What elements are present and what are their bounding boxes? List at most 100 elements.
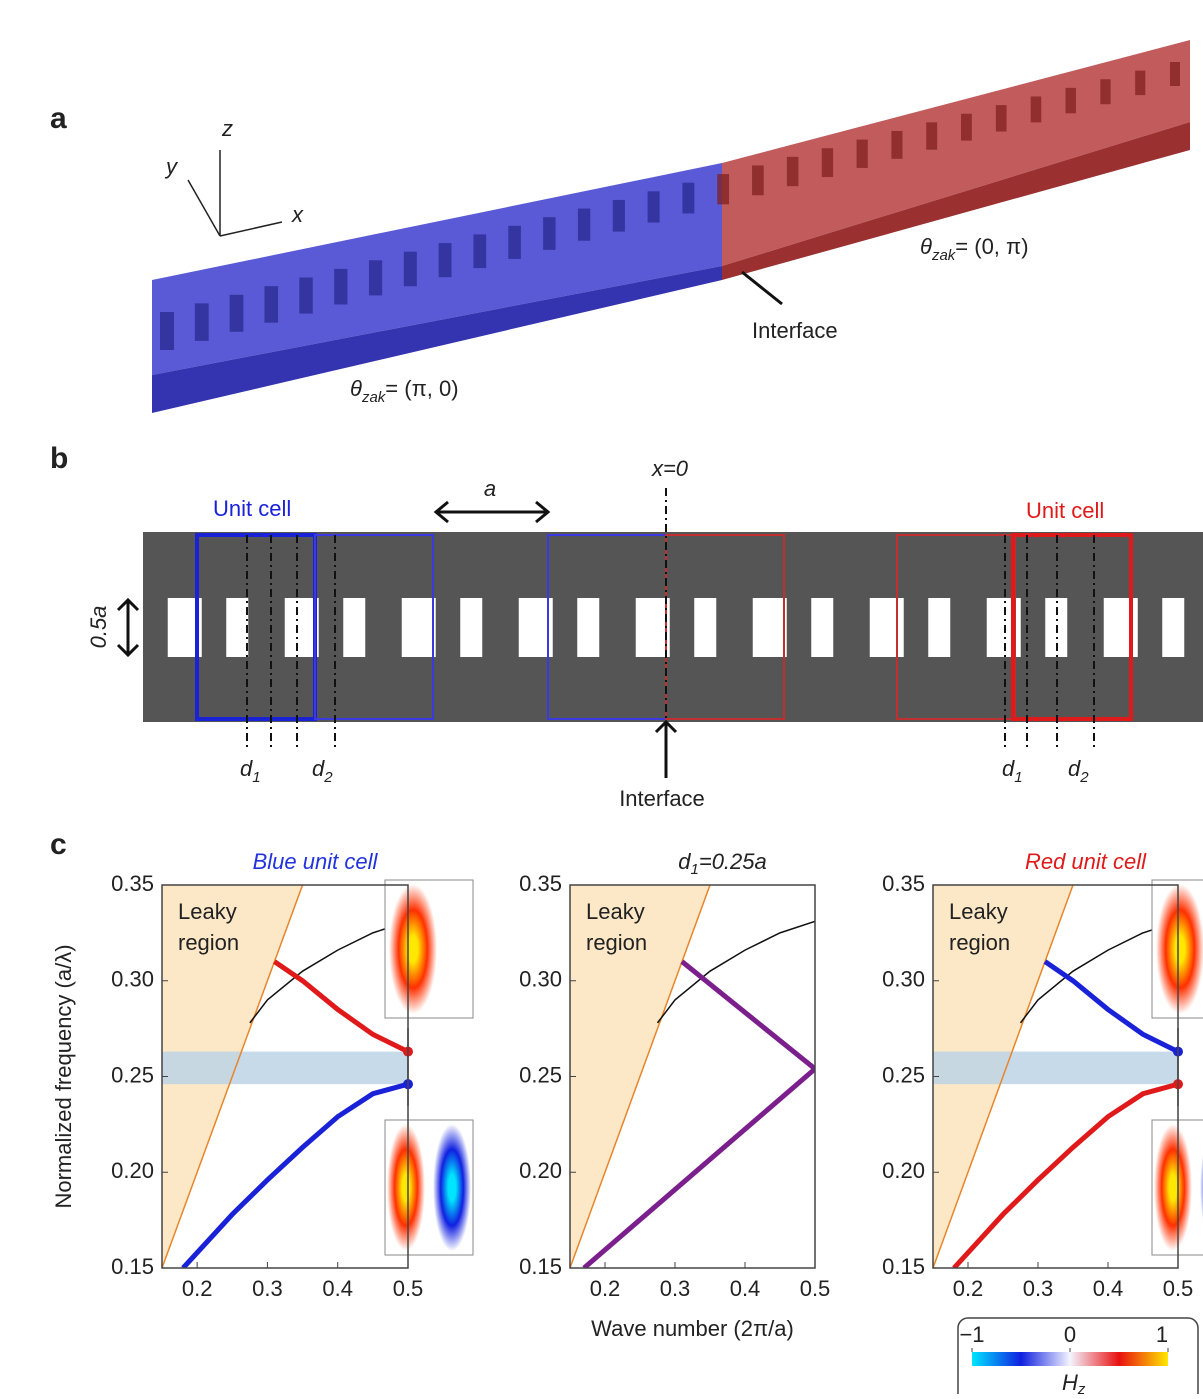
annotation: region: [586, 930, 647, 955]
interface-label: Interface: [752, 318, 838, 343]
axis-z: z: [221, 116, 233, 141]
y-tick-label: 0.20: [882, 1158, 925, 1183]
hole: [787, 157, 799, 186]
hole: [226, 598, 248, 657]
inset-field: [1154, 1124, 1192, 1251]
hole: [694, 598, 716, 657]
axes-icon: [188, 150, 282, 236]
hole: [508, 226, 521, 259]
x-tick-label: 0.5: [393, 1276, 424, 1301]
hole: [1100, 79, 1110, 104]
hole: [752, 165, 764, 195]
title-part: =0.25a: [699, 849, 767, 874]
title-part: 1: [691, 861, 699, 878]
hole: [195, 303, 209, 341]
arrow: [742, 272, 782, 304]
y-tick-label: 0.20: [519, 1158, 562, 1183]
hole: [1170, 62, 1180, 86]
x-tick-label: 0.2: [182, 1276, 213, 1301]
period-label: a: [484, 476, 496, 501]
hole: [543, 217, 555, 250]
x-tick-label: 0.3: [660, 1276, 691, 1301]
hole: [613, 200, 625, 232]
axis-x: x: [291, 202, 304, 227]
x-tick-label: 0.3: [1023, 1276, 1054, 1301]
hole: [822, 148, 833, 177]
hole: [264, 286, 278, 323]
x-axis-label: Wave number (2π/a): [591, 1316, 794, 1341]
panel-label: b: [50, 442, 68, 475]
hole: [402, 598, 436, 657]
colorbar-tick-label: −1: [959, 1322, 984, 1347]
width-label: 0.5a: [86, 606, 111, 649]
d-label: d2: [1068, 756, 1089, 786]
x-tick-label: 0.3: [252, 1276, 283, 1301]
colorbar-tick-label: 1: [1156, 1322, 1168, 1347]
x-tick-label: 0.2: [953, 1276, 984, 1301]
hole: [160, 312, 174, 350]
hole: [1162, 598, 1184, 657]
hole: [230, 295, 244, 332]
interface-label: Interface: [619, 786, 705, 811]
hole: [636, 598, 670, 657]
y-tick-label: 0.25: [111, 1062, 154, 1087]
origin-label: x=0: [651, 456, 689, 481]
hole: [460, 598, 482, 657]
colorbar-tick-label: 0: [1064, 1322, 1076, 1347]
hole: [369, 260, 382, 295]
zak-red: θzak= (0, π): [920, 234, 1029, 264]
hole: [811, 598, 833, 657]
hole: [926, 122, 937, 149]
y-tick-label: 0.15: [111, 1254, 154, 1279]
y-tick-label: 0.15: [519, 1254, 562, 1279]
x-tick-label: 0.5: [1163, 1276, 1194, 1301]
chart-title: Blue unit cell: [253, 849, 379, 874]
y-tick-label: 0.35: [882, 871, 925, 896]
width-arrow: [118, 600, 138, 655]
y-tick-label: 0.30: [519, 967, 562, 992]
hole: [1031, 96, 1042, 122]
axis-y: y: [164, 154, 179, 179]
hole: [928, 598, 950, 657]
hole: [343, 598, 365, 657]
inset-field: [387, 1124, 425, 1251]
d-label: d2: [312, 756, 333, 786]
y-tick-label: 0.20: [111, 1158, 154, 1183]
d-label: d1: [1002, 756, 1023, 786]
charts: 0.2 0.3 0.4 0.5 0.15 0.20 0.25 0.30 0.35 Leaky reg…: [51, 849, 1203, 1341]
chart-title: d1=0.25a: [678, 849, 767, 878]
inset-field: [389, 884, 437, 1014]
hole: [439, 243, 452, 277]
hole: [753, 598, 787, 657]
hole: [334, 269, 347, 305]
figure: a z x y θzak= (π, 0) θzak= (0, π) Interf…: [0, 0, 1203, 1394]
inset-field: [1156, 884, 1203, 1014]
unit-cell-label: Unit cell: [1026, 498, 1104, 523]
hole: [648, 191, 660, 222]
panel-label: c: [50, 828, 67, 861]
x-tick-label: 0.4: [1093, 1276, 1124, 1301]
annotation: Leaky: [178, 899, 237, 924]
hole: [1066, 88, 1076, 113]
annotation: region: [178, 930, 239, 955]
period-arrow: [436, 502, 548, 522]
x-tick-label: 0.4: [322, 1276, 353, 1301]
x-tick-label: 0.2: [590, 1276, 621, 1301]
series-line: [682, 962, 815, 1069]
d-label: d1: [240, 756, 261, 786]
y-tick-label: 0.25: [519, 1062, 562, 1087]
hole: [682, 183, 694, 214]
page: a z x y θzak= (π, 0) θzak= (0, π) Interf…: [0, 0, 1203, 1394]
colorbar: [972, 1352, 1168, 1366]
y-tick-label: 0.15: [882, 1254, 925, 1279]
hole: [857, 140, 868, 168]
y-tick-label: 0.35: [519, 871, 562, 896]
hole: [961, 114, 972, 141]
annotation: region: [949, 930, 1010, 955]
y-tick-label: 0.30: [111, 967, 154, 992]
hole: [870, 598, 904, 657]
hole: [1135, 71, 1145, 95]
hole: [577, 598, 599, 657]
hole: [996, 105, 1007, 131]
x-tick-label: 0.5: [800, 1276, 831, 1301]
